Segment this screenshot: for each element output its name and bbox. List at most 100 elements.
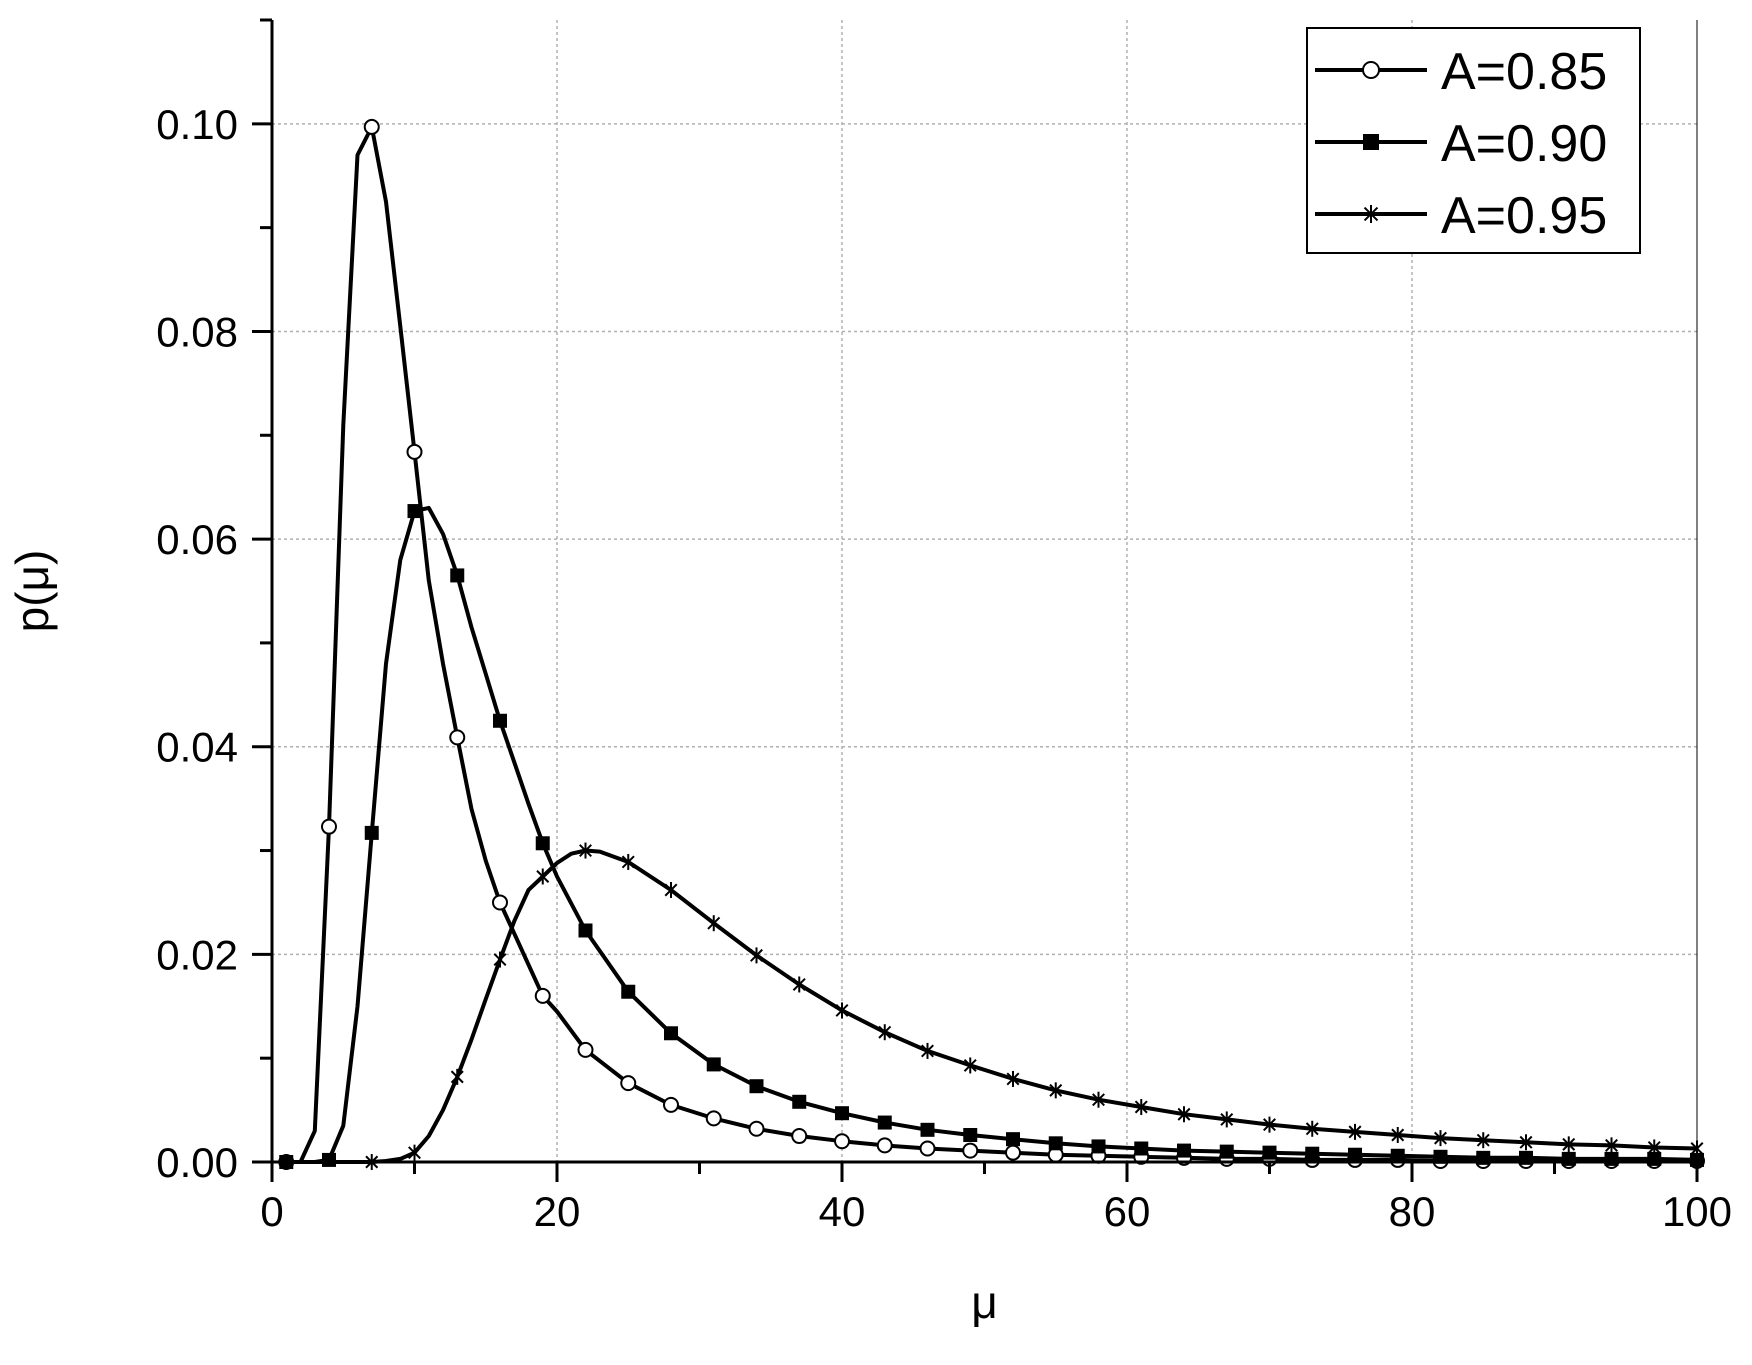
asterisk-stroke — [1220, 1112, 1234, 1126]
data-point — [706, 1057, 721, 1072]
asterisk-stroke — [450, 1070, 464, 1084]
data-point — [1433, 1149, 1448, 1164]
data-point — [750, 947, 763, 964]
series-line — [286, 124, 1697, 1164]
legend-entry: A=0.95 — [1315, 187, 1607, 245]
asterisk-stroke — [750, 948, 763, 962]
data-point — [1604, 1151, 1619, 1166]
data-point — [1305, 1146, 1320, 1161]
legend-label: A=0.85 — [1441, 43, 1607, 101]
asterisk-stroke — [792, 978, 806, 991]
data-point — [1262, 1145, 1277, 1160]
asterisk-stroke — [621, 855, 635, 869]
data-point — [1006, 1070, 1020, 1087]
series-1 — [278, 118, 1705, 1170]
y-tick-label: 0.04 — [156, 724, 238, 771]
data-point — [1134, 1098, 1148, 1115]
asterisk-stroke — [1476, 1133, 1490, 1147]
data-point — [492, 894, 508, 911]
y-tick-label: 0.10 — [156, 101, 238, 148]
series-3 — [279, 842, 1704, 1170]
data-point — [792, 1094, 807, 1109]
data-point — [919, 1140, 936, 1157]
data-point — [1005, 1144, 1021, 1161]
x-tick-label: 0 — [260, 1188, 283, 1235]
data-point — [1263, 1116, 1276, 1133]
asterisk-stroke — [878, 1025, 892, 1039]
asterisk-stroke — [1363, 206, 1379, 222]
asterisk-stroke — [1348, 1125, 1362, 1139]
asterisk-stroke — [1134, 1100, 1148, 1114]
asterisk-stroke — [408, 1146, 421, 1160]
y-tick-label: 0.08 — [156, 308, 238, 355]
data-point — [1134, 1141, 1149, 1156]
data-point — [1048, 1136, 1063, 1151]
data-point — [534, 987, 551, 1004]
data-point — [1177, 1143, 1191, 1158]
data-point — [450, 568, 465, 583]
data-point — [536, 868, 550, 885]
data-point — [577, 1041, 594, 1058]
data-point — [1647, 1139, 1661, 1156]
x-tick-label: 60 — [1104, 1188, 1151, 1235]
series-2 — [279, 504, 1704, 1169]
legend-entry: A=0.90 — [1315, 115, 1607, 173]
data-point — [1305, 1120, 1319, 1137]
data-point — [407, 504, 422, 519]
y-tick-label: 0.02 — [156, 931, 238, 978]
data-point — [1348, 1123, 1362, 1140]
asterisk-stroke — [1263, 1118, 1276, 1132]
data-point — [1049, 1082, 1063, 1099]
data-point — [408, 1144, 421, 1161]
y-tick-label: 0.06 — [156, 516, 238, 563]
data-point — [449, 729, 466, 746]
data-point — [705, 1110, 722, 1127]
data-point — [962, 1142, 979, 1159]
asterisk-stroke — [1391, 1128, 1405, 1142]
x-tick-label: 80 — [1389, 1188, 1436, 1235]
data-point — [493, 951, 507, 968]
asterisk-stroke — [664, 883, 678, 897]
data-point — [664, 881, 678, 898]
asterisk-stroke — [1562, 1137, 1576, 1151]
data-point — [1561, 1151, 1576, 1166]
asterisk-stroke — [579, 844, 592, 858]
data-point — [663, 1096, 679, 1113]
axes: 0 20 40 60 80 100 0.00 0.02 0.04 0.06 0.08 0.10 — [156, 18, 1732, 1235]
data-point — [920, 1122, 935, 1137]
legend-label: A=0.90 — [1441, 115, 1607, 173]
series-line — [286, 505, 1698, 1164]
data-point — [579, 842, 592, 859]
x-tick-label: 40 — [819, 1188, 866, 1235]
asterisk-stroke — [1049, 1083, 1063, 1097]
y-tick-label: 0.00 — [156, 1139, 238, 1186]
data-point — [1219, 1144, 1234, 1159]
data-point — [1348, 1147, 1362, 1162]
data-point — [963, 1128, 978, 1143]
data-point — [620, 1075, 637, 1092]
data-point — [1605, 1137, 1618, 1154]
asterisk-stroke — [1434, 1131, 1447, 1145]
data-point — [406, 443, 423, 460]
legend-label: A=0.95 — [1441, 187, 1607, 245]
data-point — [1006, 1132, 1020, 1147]
data-point — [621, 984, 636, 999]
asterisk-stroke — [1006, 1072, 1020, 1086]
data-point — [1390, 1148, 1405, 1163]
x-tick-label: 20 — [534, 1188, 581, 1235]
data-point — [791, 1128, 808, 1145]
data-point — [963, 1057, 977, 1074]
legend: A=0.85 A=0.90 A=0.95 — [1306, 27, 1641, 254]
y-axis-title: p(μ) — [6, 550, 58, 633]
data-point — [450, 1068, 464, 1085]
data-point — [321, 818, 337, 835]
legend-marker — [1363, 205, 1379, 223]
data-point — [835, 1106, 849, 1121]
grid — [272, 20, 1697, 1162]
asterisk-stroke — [963, 1058, 977, 1072]
asterisk-stroke — [1605, 1138, 1618, 1152]
data-point — [878, 1024, 892, 1041]
data-point — [748, 1120, 765, 1137]
data-point — [664, 1026, 678, 1041]
